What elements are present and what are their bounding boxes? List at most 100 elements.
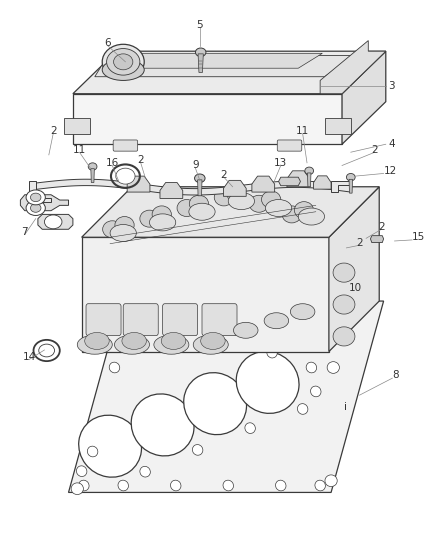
Ellipse shape bbox=[233, 322, 258, 338]
Ellipse shape bbox=[293, 201, 313, 219]
Text: 4: 4 bbox=[387, 139, 394, 149]
Ellipse shape bbox=[85, 333, 109, 350]
Polygon shape bbox=[73, 51, 385, 94]
Text: 15: 15 bbox=[411, 232, 424, 243]
Ellipse shape bbox=[140, 210, 159, 227]
Ellipse shape bbox=[192, 445, 202, 455]
Ellipse shape bbox=[332, 263, 354, 282]
Text: 8: 8 bbox=[392, 370, 398, 381]
Ellipse shape bbox=[122, 333, 146, 350]
Polygon shape bbox=[29, 181, 51, 201]
Polygon shape bbox=[159, 182, 182, 198]
Ellipse shape bbox=[76, 466, 87, 477]
Ellipse shape bbox=[177, 199, 196, 216]
Ellipse shape bbox=[77, 335, 112, 354]
Ellipse shape bbox=[188, 203, 215, 220]
Ellipse shape bbox=[118, 480, 128, 491]
Polygon shape bbox=[278, 177, 300, 185]
Polygon shape bbox=[341, 51, 385, 144]
Ellipse shape bbox=[88, 163, 97, 170]
Text: 9: 9 bbox=[192, 160, 198, 171]
Ellipse shape bbox=[228, 192, 254, 209]
Text: 2: 2 bbox=[220, 170, 227, 180]
Ellipse shape bbox=[282, 206, 300, 223]
Ellipse shape bbox=[290, 304, 314, 320]
Text: 10: 10 bbox=[348, 283, 361, 293]
Ellipse shape bbox=[78, 415, 141, 477]
Text: 2: 2 bbox=[377, 222, 384, 232]
Ellipse shape bbox=[26, 190, 45, 205]
Ellipse shape bbox=[44, 215, 62, 229]
Polygon shape bbox=[313, 176, 330, 189]
FancyBboxPatch shape bbox=[162, 304, 197, 336]
Ellipse shape bbox=[194, 174, 205, 182]
Ellipse shape bbox=[131, 394, 194, 456]
Text: 2: 2 bbox=[355, 238, 362, 247]
Text: 11: 11 bbox=[295, 126, 308, 136]
Polygon shape bbox=[81, 237, 328, 352]
Ellipse shape bbox=[314, 480, 325, 491]
Ellipse shape bbox=[264, 313, 288, 329]
Polygon shape bbox=[330, 181, 350, 192]
Text: 2: 2 bbox=[371, 144, 377, 155]
Ellipse shape bbox=[310, 386, 320, 397]
Polygon shape bbox=[64, 118, 90, 134]
Ellipse shape bbox=[305, 362, 316, 373]
Ellipse shape bbox=[116, 168, 135, 184]
FancyBboxPatch shape bbox=[86, 304, 121, 336]
Ellipse shape bbox=[114, 335, 149, 354]
Text: 16: 16 bbox=[106, 158, 119, 168]
Text: 3: 3 bbox=[387, 81, 394, 91]
Ellipse shape bbox=[195, 48, 205, 56]
Ellipse shape bbox=[140, 466, 150, 477]
Text: 5: 5 bbox=[196, 20, 203, 30]
Polygon shape bbox=[319, 41, 385, 94]
Polygon shape bbox=[251, 176, 274, 192]
Ellipse shape bbox=[265, 199, 291, 216]
Ellipse shape bbox=[161, 341, 172, 352]
Text: 11: 11 bbox=[73, 144, 86, 155]
Ellipse shape bbox=[332, 295, 354, 314]
Ellipse shape bbox=[113, 54, 133, 70]
Ellipse shape bbox=[193, 335, 228, 354]
Ellipse shape bbox=[324, 475, 336, 487]
Text: 6: 6 bbox=[104, 38, 111, 48]
Ellipse shape bbox=[87, 446, 98, 457]
Ellipse shape bbox=[223, 480, 233, 491]
Polygon shape bbox=[81, 187, 378, 237]
Ellipse shape bbox=[261, 191, 280, 208]
Polygon shape bbox=[328, 187, 378, 352]
Ellipse shape bbox=[78, 480, 89, 491]
Ellipse shape bbox=[214, 189, 233, 206]
Polygon shape bbox=[108, 53, 321, 68]
Ellipse shape bbox=[149, 214, 175, 231]
Text: 13: 13 bbox=[273, 158, 287, 168]
Ellipse shape bbox=[189, 195, 208, 212]
Polygon shape bbox=[68, 301, 383, 492]
Ellipse shape bbox=[244, 423, 255, 433]
Ellipse shape bbox=[115, 216, 134, 233]
FancyBboxPatch shape bbox=[277, 140, 301, 151]
Polygon shape bbox=[95, 55, 354, 77]
Ellipse shape bbox=[200, 333, 225, 350]
Polygon shape bbox=[38, 214, 73, 229]
Ellipse shape bbox=[30, 204, 41, 212]
Polygon shape bbox=[348, 179, 352, 193]
Ellipse shape bbox=[226, 184, 245, 201]
Ellipse shape bbox=[249, 195, 268, 212]
FancyBboxPatch shape bbox=[123, 304, 158, 336]
Ellipse shape bbox=[304, 167, 313, 174]
Ellipse shape bbox=[152, 206, 171, 223]
FancyBboxPatch shape bbox=[201, 304, 237, 336]
Ellipse shape bbox=[109, 362, 120, 373]
Text: 14: 14 bbox=[22, 352, 35, 362]
Ellipse shape bbox=[236, 351, 298, 414]
Polygon shape bbox=[127, 176, 150, 192]
Ellipse shape bbox=[26, 200, 45, 215]
Ellipse shape bbox=[214, 320, 224, 330]
Polygon shape bbox=[73, 94, 341, 144]
Ellipse shape bbox=[297, 403, 307, 414]
Ellipse shape bbox=[170, 480, 180, 491]
Polygon shape bbox=[370, 236, 383, 243]
Ellipse shape bbox=[266, 348, 277, 358]
